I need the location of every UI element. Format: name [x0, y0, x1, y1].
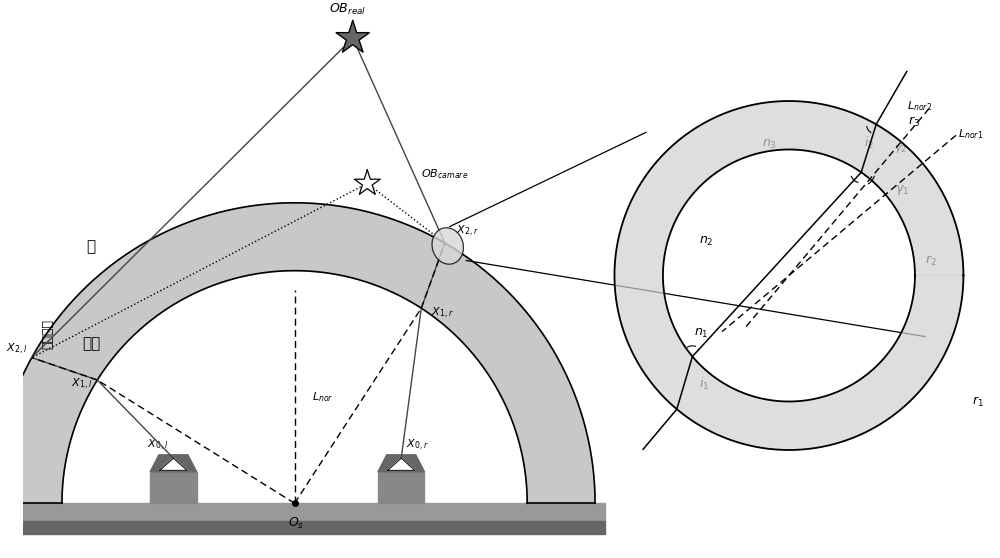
Text: $X_{2,l}$: $X_{2,l}$: [6, 342, 27, 358]
Polygon shape: [150, 455, 197, 472]
Text: $X_{0,l}$: $X_{0,l}$: [147, 438, 169, 454]
Text: $n_1$: $n_1$: [694, 327, 709, 340]
Text: $r_1$: $r_1$: [972, 395, 984, 408]
Text: $X_{2,r}$: $X_{2,r}$: [456, 224, 479, 239]
Text: $O_r$: $O_r$: [393, 478, 409, 493]
Polygon shape: [160, 458, 187, 470]
Text: $\gamma_1$: $\gamma_1$: [895, 182, 909, 197]
Text: $n_3$: $n_3$: [762, 138, 777, 151]
Text: 水: 水: [86, 239, 96, 254]
Text: $r_2$: $r_2$: [925, 254, 937, 268]
Polygon shape: [378, 455, 424, 472]
Ellipse shape: [432, 228, 463, 264]
Text: $L_{nor2}$: $L_{nor2}$: [907, 99, 932, 113]
Text: $i_2$: $i_2$: [864, 135, 874, 151]
Polygon shape: [150, 472, 197, 503]
Text: $O_s$: $O_s$: [288, 516, 305, 531]
Text: $O_l$: $O_l$: [166, 478, 181, 493]
Text: 空气: 空气: [82, 336, 100, 351]
Text: $OB_{real}$: $OB_{real}$: [329, 2, 366, 17]
Text: $n_2$: $n_2$: [699, 235, 714, 248]
Text: $\gamma_2$: $\gamma_2$: [894, 143, 907, 155]
Polygon shape: [13, 521, 605, 535]
Text: $OB_{camare}$: $OB_{camare}$: [421, 167, 468, 181]
Text: 透明壳体: 透明壳体: [41, 319, 54, 349]
Text: $i_1$: $i_1$: [699, 376, 709, 392]
Text: $X_{0,r}$: $X_{0,r}$: [406, 438, 429, 454]
Polygon shape: [614, 101, 963, 450]
Text: $r_3$: $r_3$: [908, 115, 920, 129]
Text: $L_{nor}$: $L_{nor}$: [312, 390, 334, 403]
Polygon shape: [0, 203, 595, 503]
Polygon shape: [378, 472, 424, 503]
Text: $X_{1,l}$: $X_{1,l}$: [71, 377, 92, 392]
Polygon shape: [13, 503, 605, 521]
Text: $L_{nor1}$: $L_{nor1}$: [958, 128, 983, 141]
Text: $X_{1,r}$: $X_{1,r}$: [431, 305, 454, 321]
Polygon shape: [336, 21, 369, 52]
Polygon shape: [388, 458, 415, 470]
Polygon shape: [354, 170, 380, 194]
